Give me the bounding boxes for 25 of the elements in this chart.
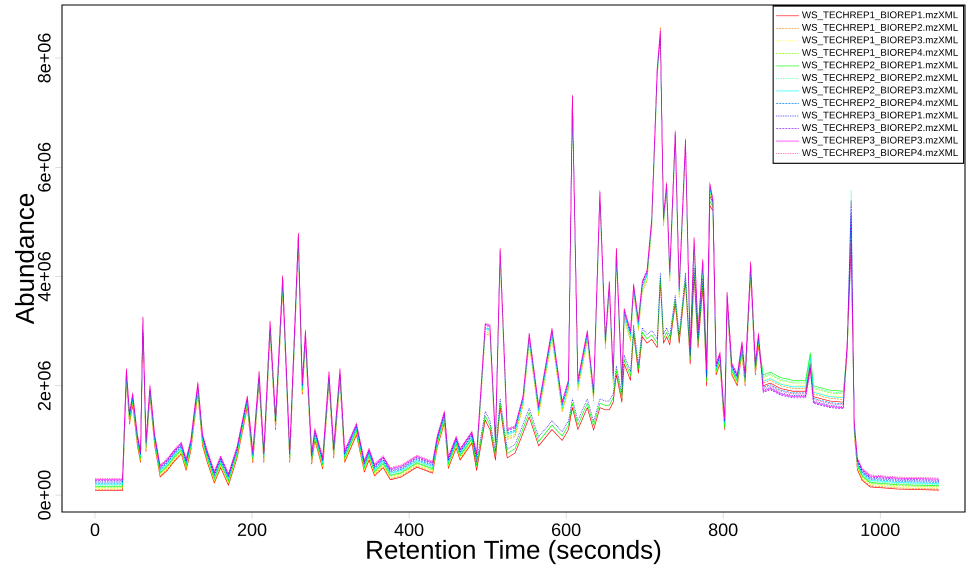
x-tick-label: 400	[394, 523, 424, 536]
legend-label: WS_TECHREP3_BIOREP3.mzXML	[802, 136, 958, 146]
y-tick-label: 2e+06	[38, 361, 51, 410]
legend-label: WS_TECHREP1_BIOREP3.mzXML	[802, 36, 958, 46]
y-tick-label: 6e+06	[38, 142, 51, 192]
y-tick-label: 0e+00	[38, 470, 51, 520]
legend-label: WS_TECHREP2_BIOREP4.mzXML	[802, 99, 958, 108]
legend-label: WS_TECHREP3_BIOREP1.mzXML	[802, 112, 958, 120]
legend-label: WS_TECHREP1_BIOREP4.mzXML	[802, 48, 958, 58]
legend-label: WS_TECHREP1_BIOREP2.mzXML	[802, 24, 958, 33]
y-axis-title: Abundance	[14, 194, 34, 324]
legend-label: WS_TECHREP2_BIOREP1.mzXML	[802, 61, 958, 70]
x-tick-label: 800	[708, 523, 738, 536]
x-tick-label: 0	[90, 523, 100, 536]
legend-label: WS_TECHREP2_BIOREP3.mzXML	[802, 86, 958, 96]
legend-label: WS_TECHREP3_BIOREP2.mzXML	[802, 124, 958, 133]
x-tick-label: 600	[552, 523, 580, 536]
legend-label: WS_TECHREP1_BIOREP1.mzXML	[802, 11, 958, 20]
legend-label: WS_TECHREP2_BIOREP2.mzXML	[802, 74, 958, 83]
y-tick-label: 8e+06	[38, 34, 51, 82]
x-tick-label: 200	[238, 523, 266, 536]
y-tick-label: 4e+06	[38, 252, 51, 302]
legend-label: WS_TECHREP3_BIOREP4.mzXML	[802, 149, 958, 158]
x-axis-title: Retention Time (seconds)	[367, 540, 660, 564]
x-tick-label: 1000	[862, 523, 900, 536]
